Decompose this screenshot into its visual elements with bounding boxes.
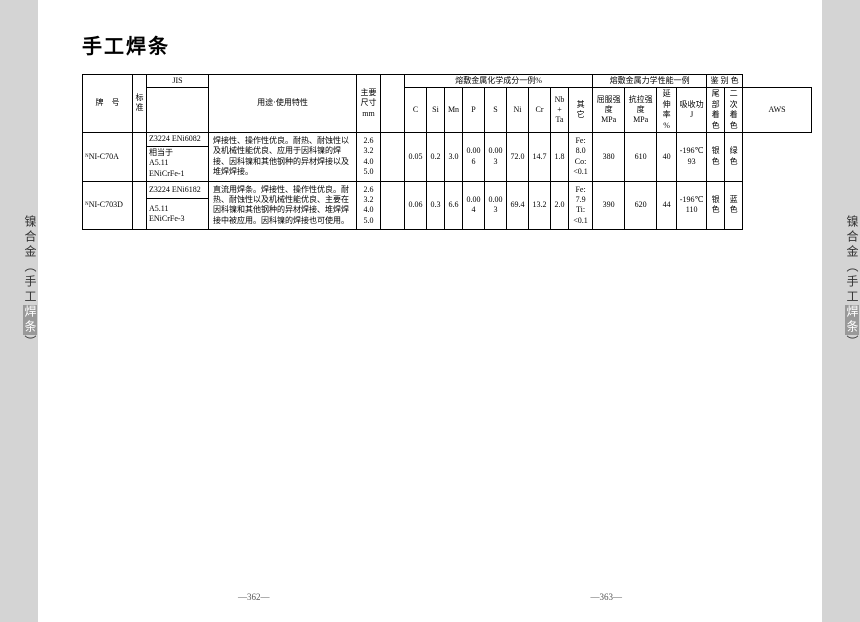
th-ni: Ni xyxy=(507,88,529,133)
th-nbta: Nb + Ta xyxy=(551,88,569,133)
cell-el: 44 xyxy=(657,181,677,230)
th-size: 主要 尺寸 mm xyxy=(357,75,381,133)
cell-si: 0.2 xyxy=(427,132,445,181)
page: 手工焊条 牌 号 标 准 JIS 用途·使用特性 主要 尺寸 mm xyxy=(38,0,822,622)
cell-el: 40 xyxy=(657,132,677,181)
cell-tail: 银 色 xyxy=(707,132,725,181)
cell-ys: 380 xyxy=(593,132,625,181)
th-cr: Cr xyxy=(529,88,551,133)
cell-mn: 6.6 xyxy=(445,181,463,230)
table-row: ᴺNI-C703DZ3224 ENi6182直流用焊条。焊接性、操作性优良。耐热… xyxy=(83,181,812,198)
cell-sp xyxy=(381,132,405,181)
th-sec: 二次 着色 xyxy=(725,88,743,133)
cell-other: Fe: 8.0 Co: <0.1 xyxy=(569,132,593,181)
th-el: 延伸 率 % xyxy=(657,88,677,133)
th-impact: 吸收功 J xyxy=(677,88,707,133)
cell-sec: 绿 色 xyxy=(725,132,743,181)
th-chem: 熔敷金属化学成分一例% xyxy=(405,75,593,88)
th-ts: 抗拉强度 MPa xyxy=(625,88,657,133)
cell-jis: Z3224 ENi6082 xyxy=(147,132,209,146)
th-ys: 屈服强度 MPa xyxy=(593,88,625,133)
cell-sec: 蓝 色 xyxy=(725,181,743,230)
th-aws: AWS xyxy=(743,88,812,133)
cell-ts: 610 xyxy=(625,132,657,181)
page-title: 手工焊条 xyxy=(82,30,170,59)
th-mech: 熔敷金属力学性能一例 xyxy=(593,75,707,88)
cell-s: 0.003 xyxy=(485,132,507,181)
cell-other: Fe: 7.9 Ti: <0.1 xyxy=(569,181,593,230)
side-tab-left: 镍合金（手工焊条） xyxy=(0,215,38,350)
cell-std xyxy=(133,132,147,181)
cell-std xyxy=(133,181,147,230)
cell-si: 0.3 xyxy=(427,181,445,230)
cell-cr: 14.7 xyxy=(529,132,551,181)
cell-c: 0.05 xyxy=(405,132,427,181)
cell-nbta: 2.0 xyxy=(551,181,569,230)
th-usage: 用途·使用特性 xyxy=(209,75,357,133)
cell-tail: 银 色 xyxy=(707,181,725,230)
cell-size: 2.6 3.2 4.0 5.0 xyxy=(357,132,381,181)
cell-ni: 69.4 xyxy=(507,181,529,230)
cell-ys: 390 xyxy=(593,181,625,230)
cell-mn: 3.0 xyxy=(445,132,463,181)
cell-ts: 620 xyxy=(625,181,657,230)
cell-size: 2.6 3.2 4.0 5.0 xyxy=(357,181,381,230)
th-mn: Mn xyxy=(445,88,463,133)
cell-grade: ᴺNI-C70A xyxy=(83,132,133,181)
side-tab-right: 镍合金（手工焊条） xyxy=(822,215,860,350)
th-tail: 尾部 着色 xyxy=(707,88,725,133)
cell-jis: Z3224 ENi6182 xyxy=(147,181,209,198)
cell-usage: 直流用焊条。焊接性、操作性优良。耐热、耐蚀性以及机械性能优良、主要在因科镍和其他… xyxy=(209,181,357,230)
cell-c: 0.06 xyxy=(405,181,427,230)
cell-p: 0.004 xyxy=(463,181,485,230)
th-s: S xyxy=(485,88,507,133)
cell-aws: A5.11 ENiCrFe-3 xyxy=(147,199,209,230)
th-jis: JIS xyxy=(147,75,209,88)
page-number-right: —363— xyxy=(591,592,623,602)
th-si: Si xyxy=(427,88,445,133)
header-row-1: 牌 号 标 准 JIS 用途·使用特性 主要 尺寸 mm 熔敷金属化学成分一例%… xyxy=(83,75,812,88)
cell-aws: 相当于 A5.11 ENiCrFe-1 xyxy=(147,146,209,181)
table-row: ᴺNI-C70AZ3224 ENi6082焊接性、操作性优良。耐热、耐蚀性以及机… xyxy=(83,132,812,146)
th-c: C xyxy=(405,88,427,133)
th-p: P xyxy=(463,88,485,133)
th-std: 标 准 xyxy=(133,75,147,133)
cell-sp xyxy=(381,181,405,230)
th-grade: 牌 号 xyxy=(83,75,133,133)
cell-s: 0.003 xyxy=(485,181,507,230)
cell-usage: 焊接性、操作性优良。耐热、耐蚀性以及机械性能优良、应用于因科镍的焊接、因科镍和其… xyxy=(209,132,357,181)
cell-grade: ᴺNI-C703D xyxy=(83,181,133,230)
cell-ni: 72.0 xyxy=(507,132,529,181)
cell-cr: 13.2 xyxy=(529,181,551,230)
page-number-left: —362— xyxy=(238,592,270,602)
cell-impact: -196℃ 93 xyxy=(677,132,707,181)
th-other: 其 它 xyxy=(569,88,593,133)
th-disc: 鉴 别 色 xyxy=(707,75,743,88)
cell-p: 0.006 xyxy=(463,132,485,181)
spec-table: 牌 号 标 准 JIS 用途·使用特性 主要 尺寸 mm 熔敷金属化学成分一例%… xyxy=(82,74,812,230)
spec-table-wrap: 牌 号 标 准 JIS 用途·使用特性 主要 尺寸 mm 熔敷金属化学成分一例%… xyxy=(82,74,812,230)
cell-impact: -196℃ 110 xyxy=(677,181,707,230)
cell-nbta: 1.8 xyxy=(551,132,569,181)
